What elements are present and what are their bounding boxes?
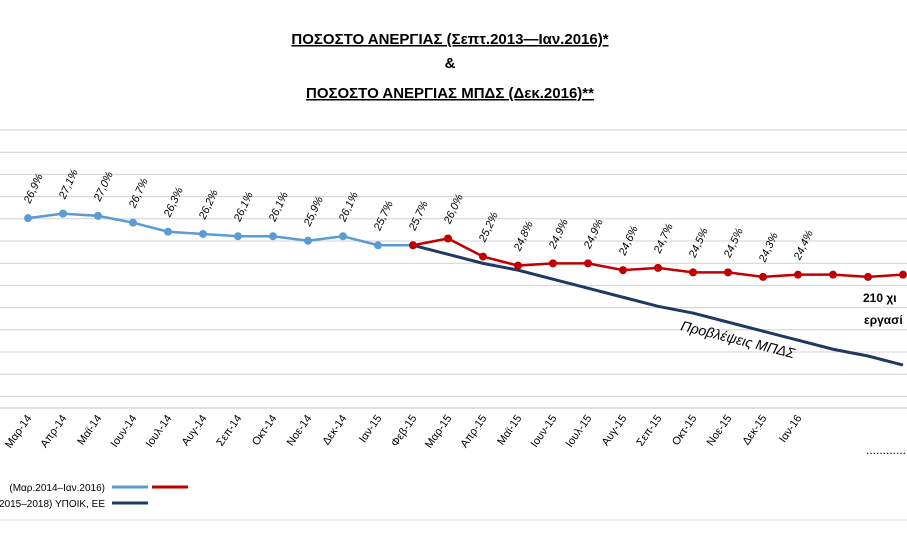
data-point: [794, 270, 802, 279]
series-line: [27, 212, 413, 247]
annotation: εργασί: [864, 313, 903, 327]
legend: (Μαρ.2014–Ιαν.2016) (2015–2018) ΥΠΟΙΚ, ΕΕ: [0, 483, 188, 510]
data-point: [619, 266, 627, 275]
axis-continuation: ............: [866, 443, 906, 457]
legend-label: (2015–2018) ΥΠΟΙΚ, ΕΕ: [0, 499, 105, 510]
data-point: [234, 232, 242, 241]
data-point: [304, 236, 312, 245]
data-point: [374, 241, 382, 250]
data-point: [24, 214, 32, 223]
data-point: [269, 232, 277, 241]
data-point: [339, 232, 347, 241]
series-line: [412, 243, 904, 367]
data-point: [654, 263, 662, 272]
data-point: [164, 227, 172, 236]
data-point: [724, 268, 732, 277]
data-point: [59, 209, 67, 218]
annotation: 210 χι: [863, 291, 897, 305]
data-point: [759, 272, 767, 281]
data-point: [584, 259, 592, 268]
data-point: [689, 268, 697, 277]
data-point: [129, 218, 137, 227]
data-point: [199, 229, 207, 238]
data-point: [479, 252, 487, 261]
legend-label: (Μαρ.2014–Ιαν.2016): [9, 483, 105, 494]
data-point: [444, 234, 452, 243]
data-point: [409, 241, 417, 250]
chart-title: ΠΟΣΟΣΤΟ ΑΝΕΡΓΙΑΣ (Σεπτ.2013—Ιαν.2016)*: [291, 31, 608, 48]
data-point: [899, 270, 907, 279]
data-point: [94, 211, 102, 220]
data-point: [549, 259, 557, 268]
data-point: [864, 272, 872, 281]
data-point: [829, 270, 837, 279]
chart-subtitle: ΠΟΣΟΣΤΟ ΑΝΕΡΓΙΑΣ ΜΠΔΣ (Δεκ.2016)**: [306, 85, 594, 102]
title-connector: &: [445, 55, 456, 72]
data-point: [514, 261, 522, 270]
